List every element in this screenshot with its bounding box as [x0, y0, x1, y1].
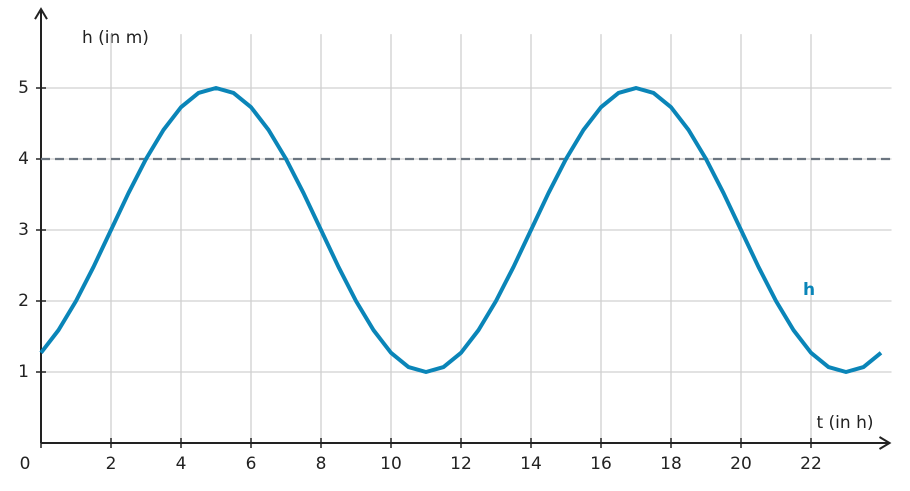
data-line — [39, 86, 883, 374]
x-tick-label: 14 — [520, 454, 542, 474]
y-axis-label: h (in m) — [82, 28, 149, 48]
y-tick-label: 1 — [18, 362, 29, 382]
y-tick-label: 2 — [18, 291, 29, 311]
series-label: h — [803, 280, 815, 300]
x-tick-label: 4 — [176, 454, 187, 474]
x-tick-label: 6 — [246, 454, 257, 474]
x-tick-label: 22 — [800, 454, 822, 474]
x-tick-label: 2 — [106, 454, 117, 474]
x-tick-label: 10 — [380, 454, 402, 474]
y-tick-label: 5 — [18, 78, 29, 98]
y-axis-arrow — [34, 7, 48, 20]
x-tick-label: 12 — [450, 454, 472, 474]
x-axis-arrow — [878, 436, 892, 450]
x-tick-label: 16 — [590, 454, 612, 474]
x-tick-label: 20 — [730, 454, 752, 474]
x-tick-label: 8 — [316, 454, 327, 474]
x-axis-label: t (in h) — [816, 413, 873, 433]
x-tick-label: 0 — [20, 454, 31, 474]
y-tick-label: 3 — [18, 220, 29, 240]
x-tick-label: 18 — [660, 454, 682, 474]
y-tick-label: 4 — [18, 149, 29, 169]
